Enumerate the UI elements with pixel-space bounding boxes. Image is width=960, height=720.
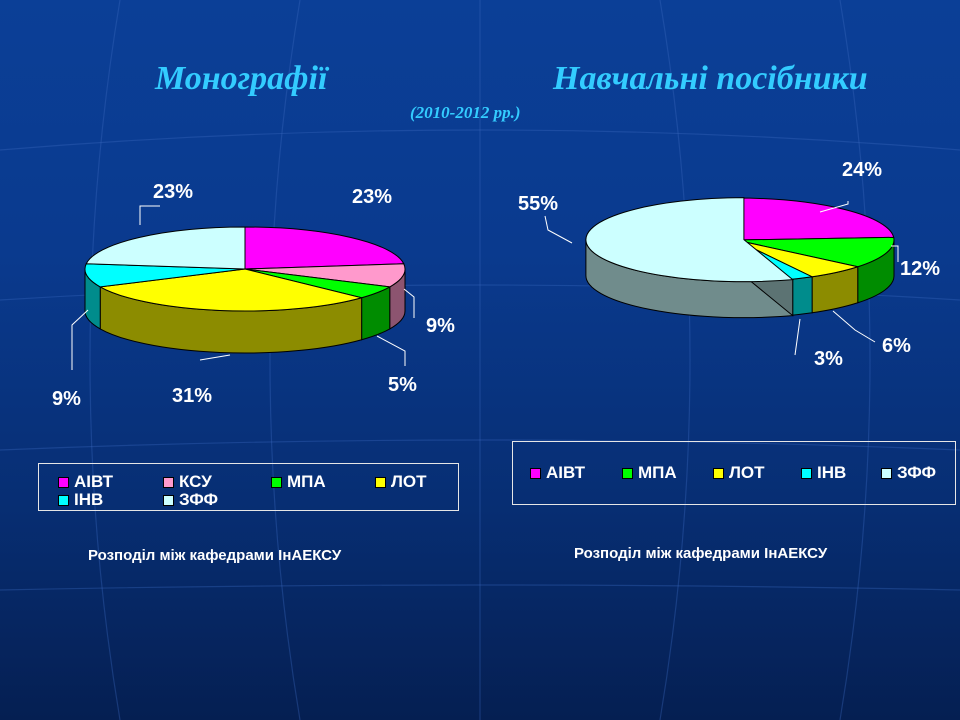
legend-label: ЛОТ [729,463,765,482]
pie-slice-lot [98,268,364,312]
data-label-mpa: 12% [900,258,940,280]
legend-textbooks: АІВТ МПА ЛОТ ІНВ ЗФФ [512,441,956,505]
legend-swatch-ksu [163,476,174,488]
leader-line-lot [199,354,231,361]
legend-label: МПА [638,463,677,482]
leader-line-inv [71,309,89,370]
pie-slice-zff [85,226,246,270]
pie-tops [585,197,895,283]
legend-label: ІНВ [817,463,847,482]
legend-item-lot: ЛОТ [375,472,427,492]
legend-monographs: АІВТ КСУ МПА ЛОТ ІНВ ЗФФ [38,463,459,511]
pie-tops [84,226,406,312]
leader-line-aivt [819,201,849,213]
legend-item-inv: ІНВ [801,463,846,483]
pie-chart-textbooks: 24% 12% 6% 3% 55% [518,159,940,370]
data-label-aivt: 24% [842,159,882,181]
legend-label: ЗФФ [897,463,937,482]
legend-item-lot: ЛОТ [713,463,765,483]
legend-item-zff: ЗФФ [881,463,936,483]
legend-item-zff: ЗФФ [163,490,218,510]
data-label-zff: 23% [153,181,193,203]
title-monographs: Монографії [155,60,328,97]
legend-swatch-aivt [530,467,541,479]
pie-labels: 24% 12% 6% 3% 55% [518,159,940,370]
data-label-lot: 6% [882,335,911,357]
caption-monographs: Розподіл між кафедрами ІнАЕКСУ [88,547,342,564]
data-label-mpa: 5% [388,374,417,396]
legend-item-aivt: АІВТ [58,472,113,492]
data-label-aivt: 23% [352,186,392,208]
leader-line-ksu [403,288,415,318]
pie-slice-aivt [244,226,405,270]
data-label-lot: 31% [172,385,212,407]
pie-slice-zff [585,197,794,283]
leader-line-zff [544,215,573,244]
legend-swatch-aivt [58,476,69,488]
data-label-zff: 55% [518,193,558,215]
leader-line-mpa [376,335,406,366]
pie-slice-ksu [244,263,406,288]
caption-textbooks: Розподіл між кафедрами ІнАЕКСУ [574,545,828,562]
legend-label: АІВТ [546,463,586,482]
data-label-ksu: 9% [426,315,455,337]
legend-swatch-zff [163,494,174,506]
leader-line-zff [139,205,160,225]
data-label-inv: 9% [52,388,81,410]
legend-swatch-inv [58,494,69,506]
pie-labels: 23% 9% 5% 31% 9% 23% [52,181,455,410]
legend-label: МПА [287,472,326,491]
legend-label: АІВТ [74,472,114,491]
pie-slice-mpa [735,236,895,268]
leader-line-inv [794,318,801,356]
legend-swatch-mpa [622,467,633,479]
legend-item-aivt: АІВТ [530,463,585,483]
data-label-inv: 3% [814,348,843,370]
legend-label: ЗФФ [179,490,219,509]
legend-label: ЛОТ [391,472,427,491]
leader-line-mpa [891,245,899,262]
legend-swatch-inv [801,467,812,479]
legend-item-mpa: МПА [271,472,326,492]
leader-line-lot [832,310,876,343]
subtitle-period: (2010-2012 рр.) [410,103,521,122]
legend-swatch-lot [375,476,386,488]
legend-item-inv: ІНВ [58,490,103,510]
legend-swatch-zff [881,467,892,479]
pie-slice-aivt [735,197,895,241]
title-textbooks: Навчальні посібники [553,60,868,97]
legend-label: ІНВ [74,490,104,509]
legend-swatch-lot [713,467,724,479]
legend-label: КСУ [179,472,212,491]
pie-chart-monographs: 23% 9% 5% 31% 9% 23% [52,181,455,410]
legend-item-mpa: МПА [622,463,677,483]
legend-item-ksu: КСУ [163,472,212,492]
legend-swatch-mpa [271,476,282,488]
